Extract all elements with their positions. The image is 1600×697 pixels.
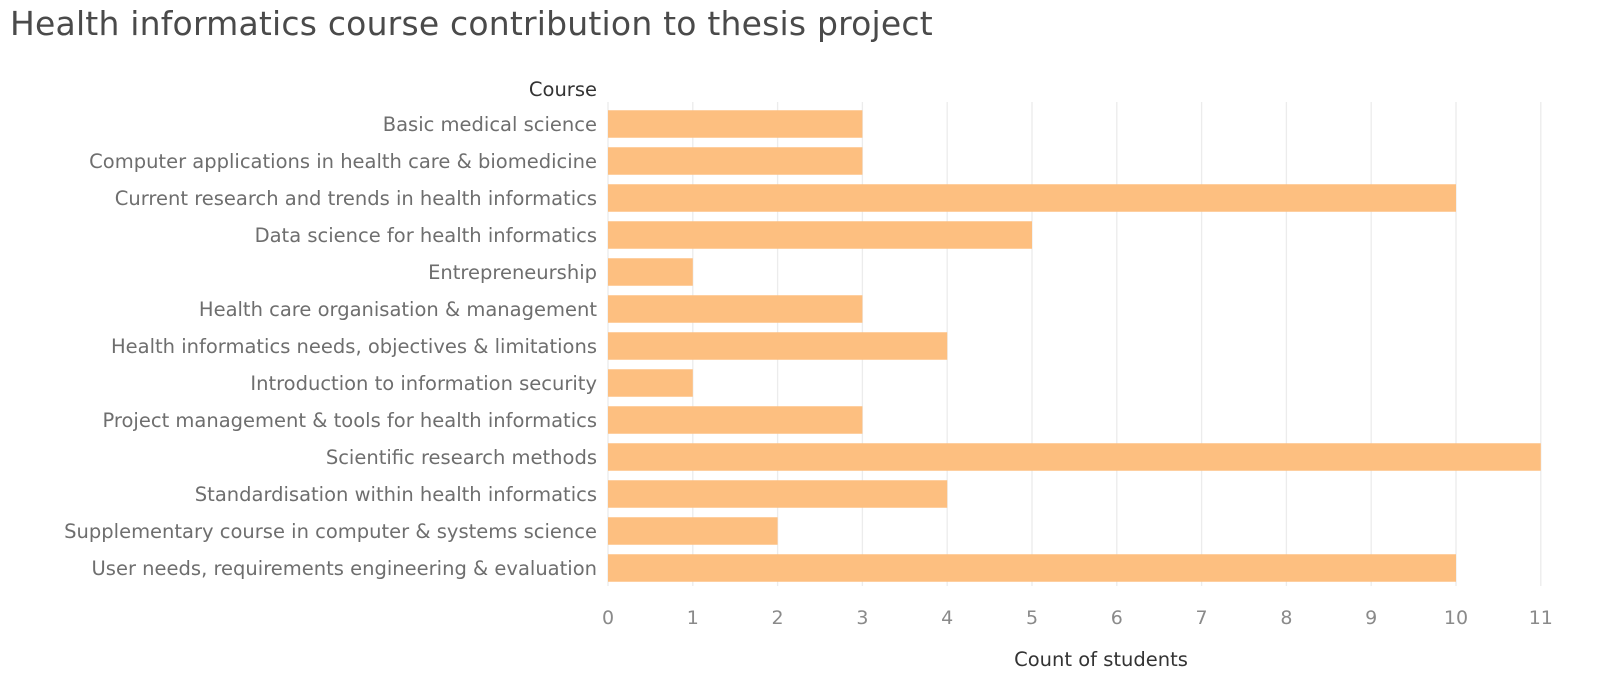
bar <box>608 258 693 286</box>
chart-title: Health informatics course contribution t… <box>10 4 933 43</box>
category-label: Health informatics needs, objectives & l… <box>111 335 597 358</box>
category-label: Scientific research methods <box>326 446 597 469</box>
x-tick-label: 2 <box>772 607 784 629</box>
bar <box>608 110 863 138</box>
category-label: Standardisation within health informatic… <box>195 483 597 506</box>
x-tick-label: 3 <box>856 607 868 629</box>
category-label: User needs, requirements engineering & e… <box>92 557 597 580</box>
bar <box>608 147 863 175</box>
bar <box>608 184 1456 212</box>
x-tick-label: 4 <box>941 607 953 629</box>
x-tick-label: 8 <box>1280 607 1292 629</box>
row-header-label: Course <box>529 78 597 101</box>
bar <box>608 443 1541 471</box>
x-axis-title: Count of students <box>1014 648 1188 671</box>
x-tick-label: 9 <box>1365 607 1377 629</box>
category-label: Computer applications in health care & b… <box>89 150 597 173</box>
bars <box>608 110 1541 582</box>
bar <box>608 295 863 323</box>
bar <box>608 517 778 545</box>
x-tick-label: 1 <box>687 607 699 629</box>
x-tick-label: 6 <box>1111 607 1123 629</box>
category-label: Data science for health informatics <box>255 224 597 247</box>
bar <box>608 332 948 360</box>
x-tick-label: 11 <box>1529 607 1553 629</box>
category-label: Basic medical science <box>383 113 597 136</box>
category-label: Current research and trends in health in… <box>115 187 597 210</box>
x-tick-label: 0 <box>602 607 614 629</box>
category-label: Health care organisation & management <box>199 298 597 321</box>
bar <box>608 406 863 434</box>
bar <box>608 221 1032 249</box>
bar <box>608 554 1456 582</box>
bar <box>608 480 948 508</box>
category-label: Entrepreneurship <box>428 261 597 284</box>
x-tick-labels: 0 1 2 3 4 5 6 7 8 9 10 11 <box>602 607 1553 629</box>
category-labels: Basic medical science Computer applicatio… <box>64 113 597 580</box>
bar <box>608 369 693 397</box>
x-tick-label: 10 <box>1444 607 1468 629</box>
x-tick-label: 7 <box>1196 607 1208 629</box>
category-label: Project management & tools for health in… <box>103 409 598 432</box>
category-label: Introduction to information security <box>250 372 597 395</box>
category-label: Supplementary course in computer & syste… <box>64 520 597 543</box>
x-tick-label: 5 <box>1026 607 1038 629</box>
